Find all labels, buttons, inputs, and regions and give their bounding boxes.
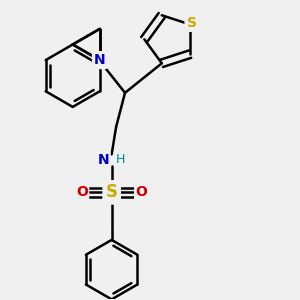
Text: O: O	[76, 185, 88, 200]
Text: S: S	[187, 16, 196, 30]
Text: O: O	[135, 185, 147, 200]
Text: S: S	[106, 183, 118, 201]
Text: N: N	[94, 53, 106, 67]
Text: H: H	[115, 153, 124, 166]
Text: N: N	[98, 153, 109, 167]
